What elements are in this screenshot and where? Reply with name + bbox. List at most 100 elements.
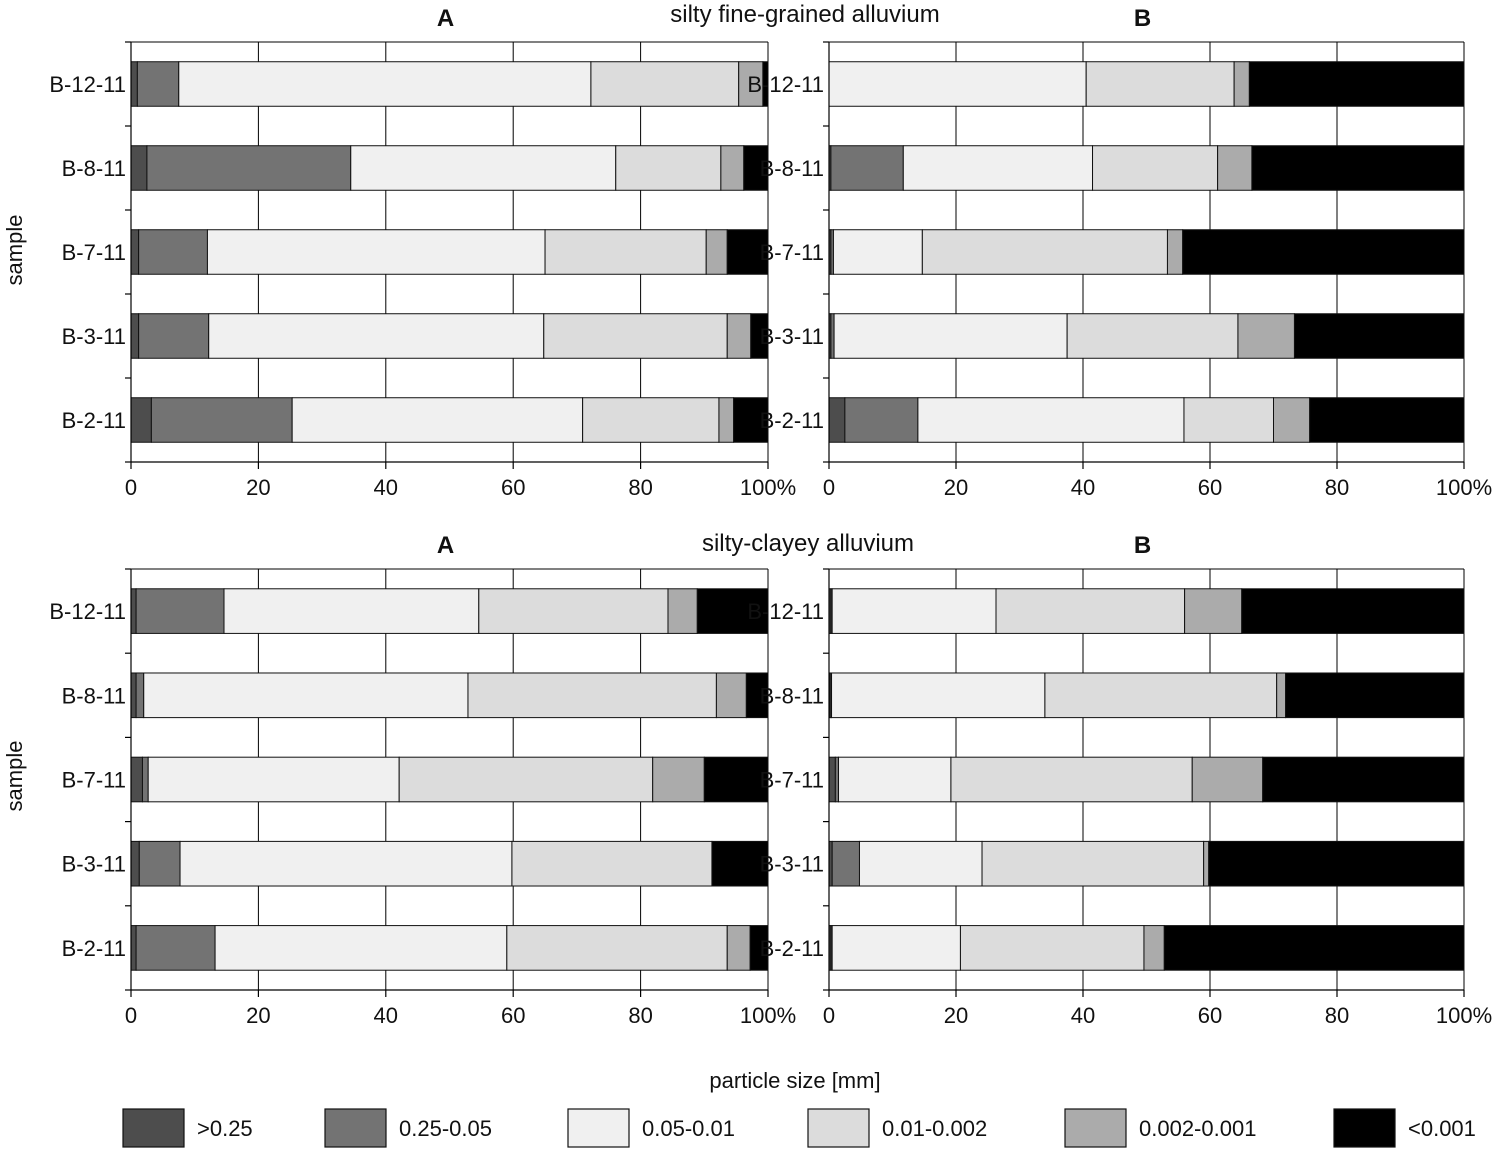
category-label: B-12-11 <box>49 72 126 97</box>
bar-segment <box>831 588 997 634</box>
bar-segment <box>696 588 769 634</box>
bar-segment <box>1166 229 1184 275</box>
x-tick-label: 80 <box>628 475 652 500</box>
bar-segment <box>208 313 545 359</box>
bar-segment <box>981 840 1205 887</box>
bar-segment <box>223 588 480 634</box>
bar-segment <box>831 925 961 971</box>
x-tick-label: 40 <box>374 475 398 500</box>
bar-segment <box>130 397 152 443</box>
bar-segment <box>667 588 698 634</box>
bar-segment <box>1085 61 1235 107</box>
legend-label: 0.25-0.05 <box>399 1116 492 1141</box>
bar-segment <box>135 925 216 971</box>
bar-segment <box>1208 840 1465 887</box>
x-tick-label: 20 <box>944 475 968 500</box>
legend-swatch <box>567 1108 630 1148</box>
bar-segment <box>838 756 952 803</box>
legend-item: <0.001 <box>1333 1108 1476 1148</box>
bar-segment <box>950 756 1193 803</box>
bar-segment <box>703 756 769 803</box>
bar-segment <box>130 925 137 971</box>
bar-segment <box>733 397 769 443</box>
bar-segment <box>959 925 1145 971</box>
legend-label: <0.001 <box>1408 1116 1476 1141</box>
legend-label: 0.05-0.01 <box>642 1116 735 1141</box>
bar-segment <box>828 61 1087 107</box>
x-tick-label: 0 <box>125 1003 137 1028</box>
bar-segment <box>995 588 1186 634</box>
chart-panels: A B-12-11 B-8-11 B-7-11 B-3-11 B-2-11 0 20 40 60 8… <box>49 5 1492 1028</box>
bar-segment <box>291 397 584 443</box>
bar-segment <box>917 397 1185 443</box>
bar-segment <box>831 840 860 887</box>
bar-segment <box>398 756 654 803</box>
bar-segment <box>902 145 1094 191</box>
category-label: B-8-11 <box>760 683 824 708</box>
bar-segment <box>582 397 720 443</box>
bar-segment <box>138 313 210 359</box>
bar-segment <box>1262 756 1465 803</box>
bar-segment <box>130 229 140 275</box>
category-label: B-2-11 <box>62 936 126 961</box>
bar-segment <box>1276 672 1287 719</box>
legend-label: >0.25 <box>197 1116 253 1141</box>
x-tick-label: 0 <box>125 475 137 500</box>
x-tick-label: 40 <box>1071 1003 1095 1028</box>
bar-segment <box>1248 61 1465 107</box>
bar-segment <box>138 229 208 275</box>
bar-segment <box>615 145 722 191</box>
bar-segment <box>1241 588 1465 634</box>
bar-segment <box>544 229 707 275</box>
x-tick-label: 60 <box>1198 475 1222 500</box>
panel-letter: B <box>1134 532 1151 559</box>
x-tick-label: 40 <box>1071 475 1095 500</box>
section-title-1: silty fine-grained alluvium <box>670 1 939 28</box>
bar-segment <box>743 145 769 191</box>
category-label: B-8-11 <box>62 683 126 708</box>
x-tick-label: 20 <box>246 475 270 500</box>
bar-segment <box>1203 840 1210 887</box>
legend-item: 0.05-0.01 <box>567 1108 735 1148</box>
bar-segment <box>147 756 400 803</box>
bar-segment <box>718 397 735 443</box>
legend-swatch <box>1333 1108 1396 1148</box>
category-label: B-12-11 <box>49 599 126 624</box>
x-tick-label: 80 <box>1325 475 1349 500</box>
category-label: B-3-11 <box>62 852 126 877</box>
x-tick-label: 80 <box>628 1003 652 1028</box>
bar-segment <box>130 61 138 107</box>
section-title-2: silty-clayey alluvium <box>702 530 914 557</box>
bar-segment <box>350 145 617 191</box>
bar-segment <box>745 672 769 719</box>
bar-segment <box>1163 925 1465 971</box>
legend-swatch <box>122 1108 185 1148</box>
bar-segment <box>467 672 717 719</box>
bar-segment <box>720 145 745 191</box>
category-label: B-12-11 <box>747 599 824 624</box>
panel-letter: A <box>437 5 454 32</box>
legend-label: 0.002-0.001 <box>1139 1116 1256 1141</box>
bar-segment <box>178 61 592 107</box>
bar-segment <box>136 61 180 107</box>
bar-segment <box>1184 588 1243 634</box>
bar-segment <box>1183 397 1274 443</box>
bar-segment <box>130 756 143 803</box>
category-label: B-3-11 <box>760 852 824 877</box>
legend-swatch <box>807 1108 870 1148</box>
bar-segment <box>726 313 752 359</box>
panel-2: B B-12-11 B-8-11 B-7-11 B-3-11 B-2-11 0 20 40 60 8… <box>747 5 1492 500</box>
bar-segment <box>130 588 137 634</box>
bar-segment <box>711 840 769 887</box>
bar-segment <box>831 672 1046 719</box>
x-tick-label: 20 <box>246 1003 270 1028</box>
x-tick-label: 0 <box>823 1003 835 1028</box>
legend-title: particle size [mm] <box>709 1068 880 1093</box>
bar-segment <box>543 313 728 359</box>
bar-segment <box>762 61 769 107</box>
x-tick-label: 60 <box>501 1003 525 1028</box>
bar-segment <box>705 229 728 275</box>
bar-segment <box>1182 229 1465 275</box>
legend: >0.25 0.25-0.05 0.05-0.01 0.01-0.002 0.002-0… <box>122 1108 1476 1148</box>
